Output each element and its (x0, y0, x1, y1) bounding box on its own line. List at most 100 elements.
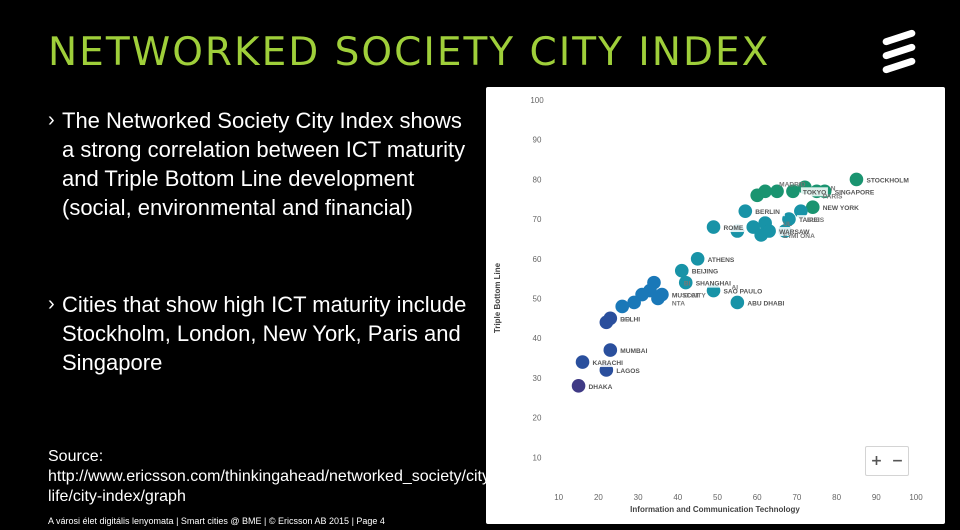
data-point (627, 295, 641, 310)
point-label-bg (618, 314, 646, 324)
data-point (651, 291, 665, 306)
point-label: MI ONA (791, 233, 815, 240)
point-label: TAIPEI (799, 217, 820, 224)
point-label: MADRID (779, 181, 806, 188)
data-point (754, 228, 768, 242)
point-label-bg (689, 266, 726, 276)
point-label: LAGOS (616, 368, 640, 375)
point-label: ELES (807, 217, 825, 224)
point-label: NTA (672, 300, 685, 307)
x-tick-label: 80 (832, 493, 841, 502)
x-tick-label: 10 (554, 493, 563, 502)
x-tick-label: 30 (634, 493, 643, 502)
point-label: KARACHI (593, 360, 624, 367)
point-label: BI (684, 281, 691, 288)
bullet-text: The Networked Society City Index shows a… (62, 108, 466, 220)
point-label: N (831, 185, 836, 192)
x-tick-label: 100 (909, 493, 923, 502)
point-label-bg (614, 365, 642, 375)
y-tick-label: 80 (533, 175, 542, 184)
y-axis-label: Triple Bottom Line (493, 262, 502, 333)
data-point (805, 200, 820, 214)
point-label-bg (721, 223, 744, 233)
y-tick-label: 40 (533, 334, 542, 343)
point-label: STOCKHOLM (866, 177, 909, 184)
point-label-bg (693, 278, 735, 288)
data-point (674, 263, 689, 278)
x-tick-label: 20 (594, 493, 603, 502)
point-label-bg (721, 286, 767, 296)
data-point (615, 299, 630, 314)
x-tick-label: 40 (673, 493, 682, 502)
zoom-controls: + − (865, 446, 909, 476)
x-axis-label: Information and Communication Technology (630, 505, 800, 514)
point-label: AI (731, 285, 738, 292)
data-point (706, 220, 721, 234)
point-label: ATHENS (708, 257, 735, 264)
data-point (786, 184, 800, 199)
point-label: NEW YORK (823, 205, 859, 212)
data-point (571, 379, 586, 393)
data-point (603, 343, 618, 357)
bullet-cities: › Cities that show high ICT maturity inc… (48, 290, 468, 377)
zoom-in-button[interactable]: + (870, 453, 883, 469)
bullet-arrow-icon: › (48, 109, 55, 131)
y-tick-label: 70 (533, 215, 542, 224)
point-label: DELHI (620, 316, 640, 323)
point-label: DHAKA (589, 384, 613, 391)
y-tick-label: 90 (533, 136, 542, 145)
zoom-out-button[interactable]: − (891, 453, 904, 469)
point-label: EY (783, 233, 792, 240)
slide-footer: A városi élet digitális lenyomata | Smar… (48, 516, 385, 526)
point-label-bg (820, 203, 862, 213)
data-point (794, 204, 808, 218)
data-point (678, 275, 693, 290)
y-tick-label: 30 (533, 374, 542, 383)
point-label: WARSAW (779, 229, 810, 236)
point-label: MUSCAT (672, 293, 700, 300)
point-label: BERLIN (755, 209, 780, 216)
y-tick-label: 20 (533, 414, 542, 423)
point-label: SAO PAULO (724, 289, 763, 296)
point-label: SINGAPORE (835, 189, 875, 196)
point-label-bg (590, 358, 627, 368)
point-label-bg (800, 187, 828, 197)
city-index-chart: 10 20 30 40 50 60 70 80 90 100 10 20 30 40 50 60 70 80 90 1… (486, 87, 945, 524)
point-label-bg (832, 187, 879, 197)
y-tick-label: 100 (530, 96, 544, 105)
point-label: UL (783, 221, 792, 228)
data-point (750, 188, 764, 203)
y-tick-label: 60 (533, 255, 542, 264)
bullet-text: Cities that show high ICT maturity inclu… (62, 292, 467, 375)
point-label: RO (620, 316, 630, 323)
bullet-correlation: › The Networked Society City Index shows… (48, 106, 468, 222)
scatter-plot: 10 20 30 40 50 60 70 80 90 100 10 20 30 40 50 60 70 80 90 1… (493, 96, 923, 514)
data-point (690, 252, 705, 266)
source-text: Source: http://www.ericsson.com/thinking… (48, 448, 496, 505)
point-label: ROME (724, 225, 744, 232)
data-point (730, 295, 745, 310)
point-label-bg (796, 215, 829, 225)
data-point (849, 172, 864, 187)
point-label-bg (777, 227, 809, 237)
bullet-arrow-icon: › (48, 293, 55, 315)
point-label-bg (864, 175, 910, 185)
point-label: ABU DHABI (747, 300, 784, 307)
data-point (782, 212, 796, 226)
x-tick-label: 50 (713, 493, 722, 502)
x-tick-label: 90 (872, 493, 881, 502)
point-label: MUMBAI (620, 348, 647, 355)
point-label-bg (618, 346, 650, 356)
point-label: TOKYO (803, 189, 826, 196)
point-label-bg (586, 381, 614, 391)
y-tick-label: 10 (533, 453, 542, 462)
x-tick-label: 60 (753, 493, 762, 502)
point-label-bg (669, 290, 702, 300)
data-point (770, 184, 784, 199)
point-label: O CITY (684, 293, 707, 300)
ericsson-logo-icon (881, 28, 918, 76)
point-label: SHANGHAI (696, 281, 731, 288)
point-label-bg (705, 254, 738, 264)
data-point (575, 355, 590, 369)
point-label-bg (753, 207, 785, 217)
